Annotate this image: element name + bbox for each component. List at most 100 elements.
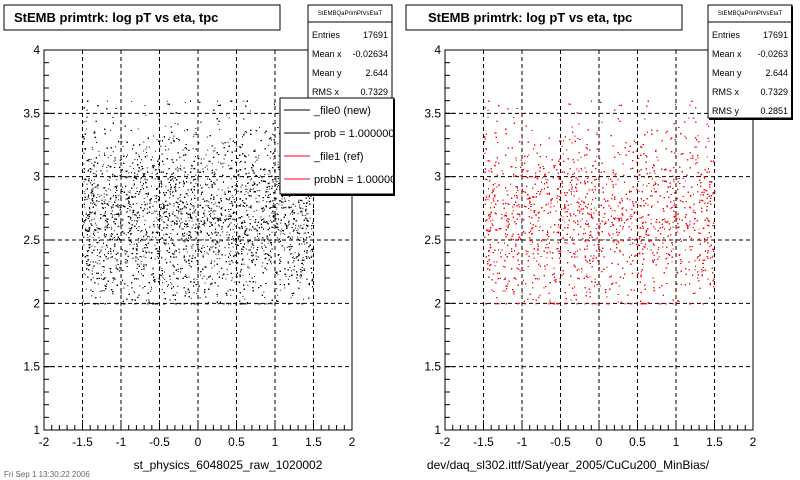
data-point [311,233,313,235]
data-point [88,178,90,180]
data-point [191,198,193,200]
data-point [267,191,269,193]
data-point [109,198,111,200]
data-point [230,100,231,102]
data-point [300,277,302,279]
data-point [250,246,252,248]
data-point [87,237,89,238]
data-point [307,213,309,215]
data-point [255,303,257,305]
data-point [106,167,108,169]
data-point [311,279,313,281]
data-point [187,174,189,176]
data-point [207,253,209,255]
data-point [193,292,195,294]
data-point [249,280,251,282]
data-point [280,231,282,233]
data-point [163,213,165,215]
data-point [279,279,281,281]
data-point [83,221,85,223]
data-point [106,258,108,260]
data-point [104,199,106,201]
data-point [103,269,105,271]
data-point [122,249,123,251]
data-point [300,210,302,212]
data-point [83,244,85,246]
data-point [105,277,107,279]
data-point [226,114,228,116]
data-point [133,243,135,245]
data-point [191,220,193,222]
data-point [83,163,85,165]
data-point [180,193,182,195]
data-point [268,194,269,196]
data-point [240,161,241,163]
data-point [161,207,162,209]
data-point [298,225,300,227]
data-point [164,243,166,245]
data-point [200,158,202,160]
data-point [87,264,89,266]
data-point [227,290,229,292]
data-point [183,207,185,209]
data-point [247,182,249,184]
data-point [191,247,193,249]
data-point [177,217,179,219]
data-point [284,287,286,289]
data-point [152,156,154,158]
data-point [229,252,231,254]
data-point [228,242,229,244]
data-point [204,209,206,211]
data-point [94,222,96,224]
data-point [109,270,111,272]
data-point [251,169,253,171]
data-point [313,263,314,265]
data-point [276,288,278,290]
data-point [201,223,203,225]
data-point [260,216,262,218]
data-point [95,170,97,172]
data-point [108,201,110,203]
data-point [213,204,215,206]
data-point [221,142,223,144]
data-point [289,267,291,268]
data-point [144,208,146,210]
data-point [121,141,123,143]
data-point [256,175,258,176]
data-point [211,260,213,262]
data-point [279,233,281,235]
data-point [156,210,158,212]
data-point [150,290,152,292]
data-point [155,237,157,239]
data-point [245,130,247,132]
data-point [164,221,166,223]
data-point [173,180,174,182]
data-point [107,157,109,159]
data-point [258,201,260,203]
data-point [226,293,228,294]
data-point [136,257,138,259]
data-point [142,268,144,270]
data-point [126,211,128,213]
data-point [157,168,159,170]
data-point [253,210,255,212]
data-point [173,273,175,275]
data-point [131,220,133,221]
data-point [211,247,213,249]
data-point [248,216,250,218]
data-point [94,173,96,175]
data-point [312,231,314,233]
data-point [193,134,195,136]
data-point [217,161,219,163]
data-point [253,171,255,173]
data-point [269,219,271,221]
data-point [257,190,259,192]
data-point [200,194,202,195]
data-point [211,207,213,209]
data-point [86,183,88,185]
data-point [126,176,128,178]
data-point [127,285,129,287]
data-point [136,303,138,305]
data-point [278,241,280,243]
data-point [254,174,256,176]
